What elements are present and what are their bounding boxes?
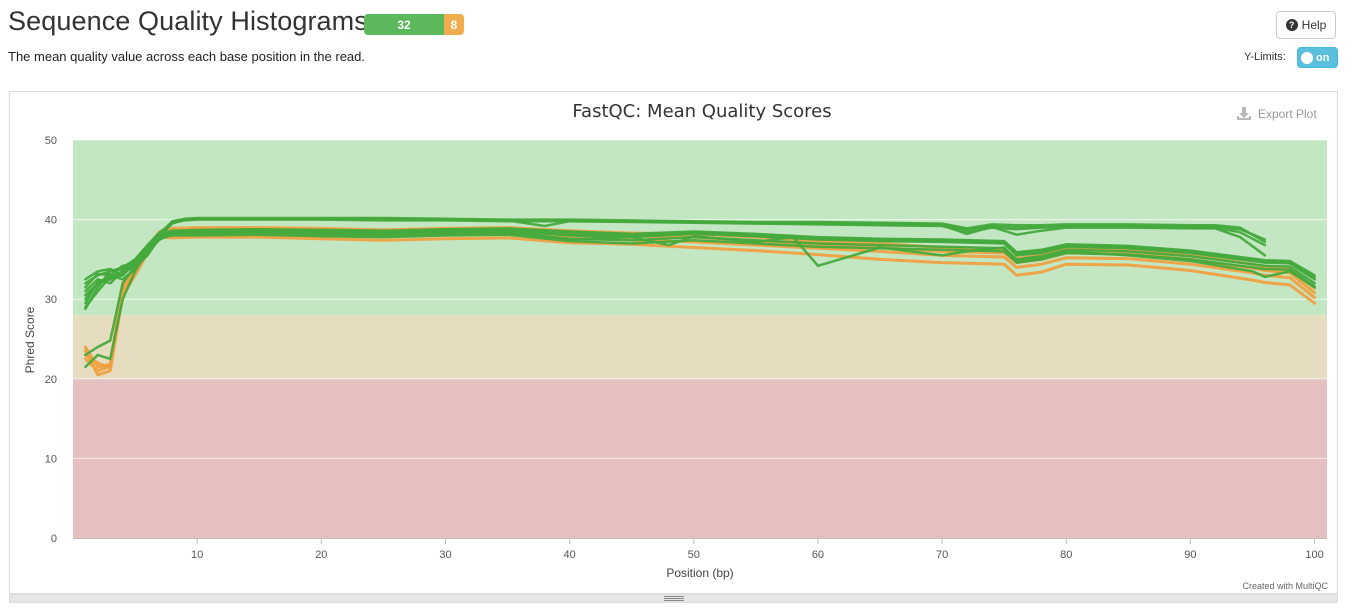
y-tick-label: 10 — [45, 453, 57, 465]
x-tick-label: 50 — [688, 549, 700, 561]
y-axis-label: Phred Score — [23, 306, 37, 373]
plot-container: 0 10 20 30 40 50 10 20 30 40 50 60 70 80 90 100 FastQC:… — [9, 91, 1338, 594]
x-tick-label: 10 — [191, 549, 203, 561]
y-tick-label: 50 — [45, 135, 57, 147]
series-line-pass-10 — [84, 227, 1316, 357]
x-tick-label: 30 — [439, 549, 451, 561]
question-circle-icon: ? — [1285, 19, 1298, 31]
export-plot-label: Export Plot — [1258, 106, 1317, 121]
status-progress-bar[interactable]: 32 8 — [364, 14, 464, 35]
series-line-pass-9 — [84, 228, 1316, 369]
x-tick-label: 100 — [1305, 549, 1323, 561]
section-description: The mean quality value across each base … — [8, 49, 365, 64]
x-tick-label: 90 — [1184, 549, 1196, 561]
quality-line-chart[interactable]: 0 10 20 30 40 50 10 20 30 40 50 60 70 80 90 100 FastQC:… — [10, 92, 1337, 593]
quality-band-1 — [73, 315, 1327, 379]
plot-resize-handle[interactable] — [9, 594, 1338, 603]
help-button-label: Help — [1301, 18, 1327, 32]
export-plot-button[interactable]: Export Plot — [1236, 106, 1317, 121]
multiqc-credit: Created with MultiQC — [1242, 581, 1328, 591]
toggle-knob — [1301, 51, 1313, 64]
chart-title: FastQC: Mean Quality Scores — [572, 101, 831, 122]
x-tick-label: 40 — [564, 549, 576, 561]
x-tick-label: 20 — [315, 549, 327, 561]
x-tick-label: 60 — [812, 549, 824, 561]
y-tick-label: 0 — [51, 533, 57, 545]
y-limits-label: Y-Limits: — [1244, 51, 1286, 63]
help-button[interactable]: ? Help — [1276, 11, 1336, 39]
resize-grip-icon — [664, 596, 684, 601]
y-tick-label: 40 — [45, 215, 57, 227]
x-tick-label: 80 — [1060, 549, 1072, 561]
x-tick-label: 70 — [936, 549, 948, 561]
pass-count-badge[interactable]: 32 — [364, 14, 444, 35]
x-axis-label: Position (bp) — [666, 566, 733, 580]
y-tick-label: 20 — [45, 374, 57, 386]
download-icon — [1237, 107, 1251, 120]
y-limits-toggle[interactable]: on — [1297, 47, 1338, 68]
series-line-pass-6 — [84, 231, 1316, 301]
warn-count-badge[interactable]: 8 — [444, 14, 464, 35]
y-tick-label: 30 — [45, 294, 57, 306]
toggle-label: on — [1316, 51, 1330, 64]
page-title: Sequence Quality Histograms — [8, 6, 368, 36]
